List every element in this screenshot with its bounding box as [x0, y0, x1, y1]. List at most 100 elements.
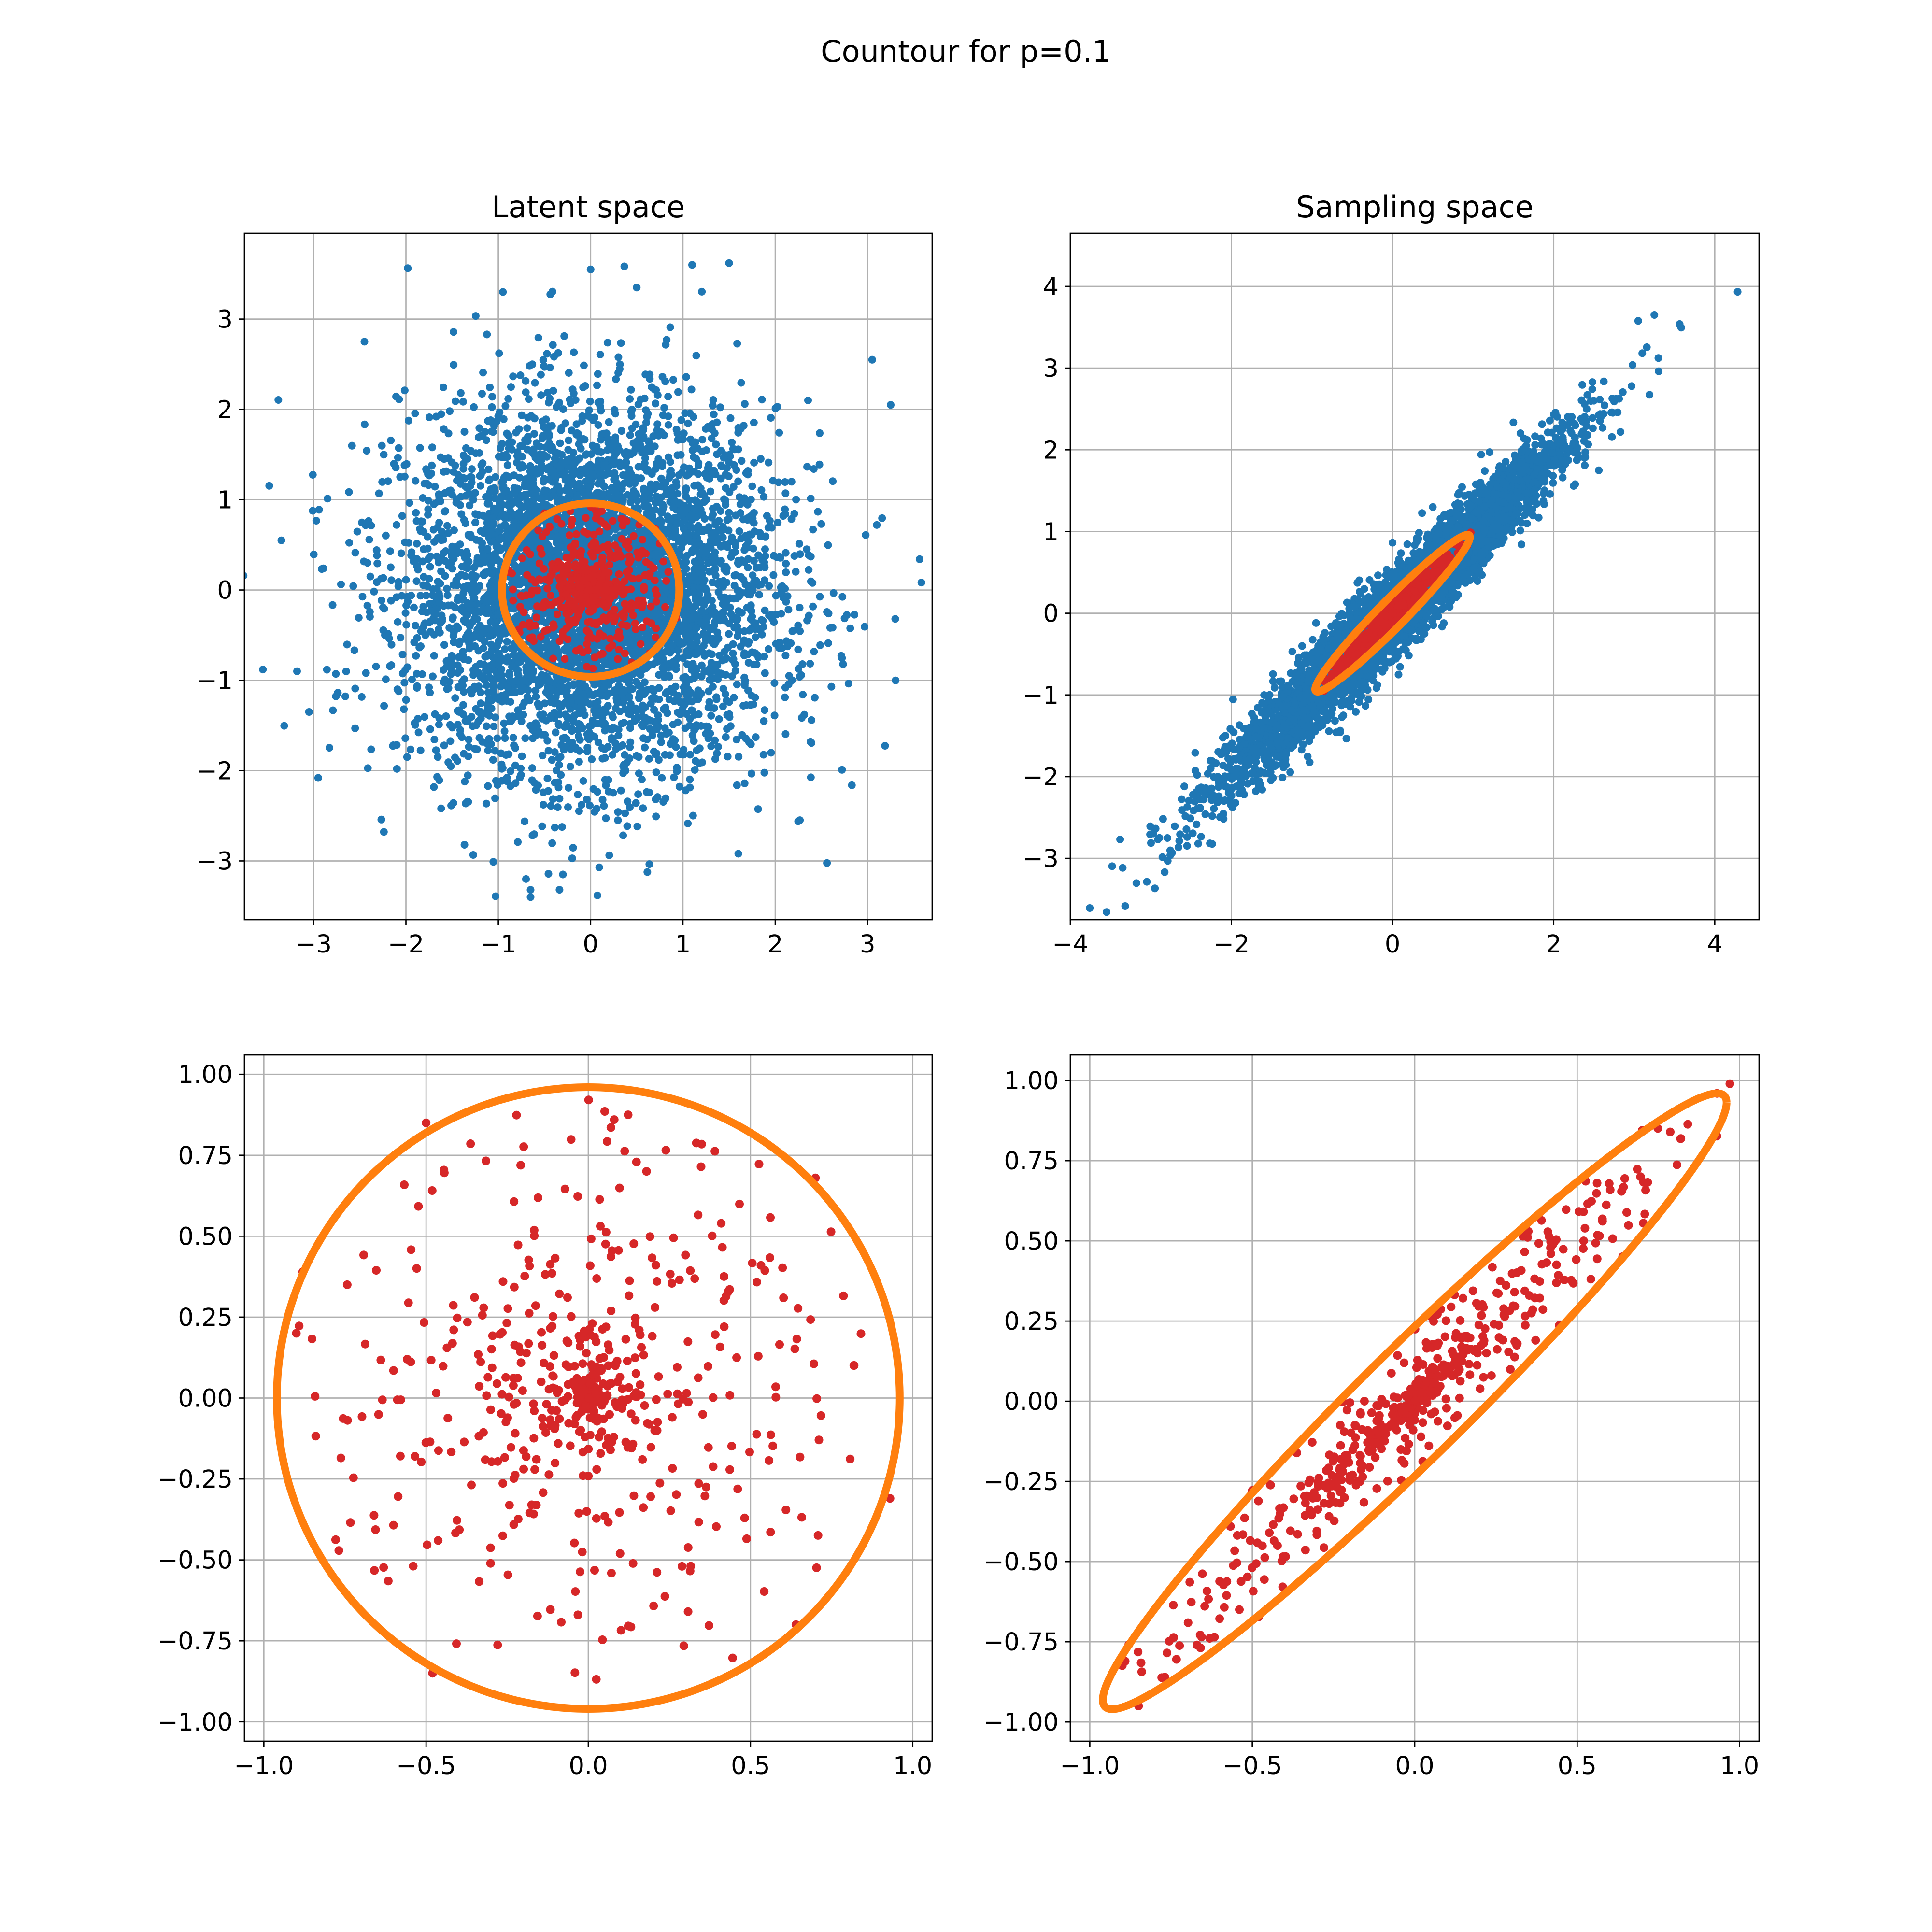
data-point: [829, 589, 838, 597]
data-point: [548, 287, 556, 296]
data-point: [823, 859, 831, 867]
data-point: [624, 797, 632, 806]
data-point: [545, 398, 553, 407]
data-point: [447, 670, 455, 678]
data-point: [571, 396, 580, 404]
data-point: [547, 547, 555, 555]
data-point: [521, 539, 528, 547]
data-point: [590, 470, 597, 479]
data-point: [660, 404, 668, 412]
data-point: [468, 713, 476, 721]
data-point: [395, 578, 403, 586]
data-point: [815, 460, 824, 469]
data-point: [654, 455, 663, 463]
data-point: [804, 397, 812, 404]
data-point: [507, 717, 515, 725]
data-point: [728, 439, 736, 446]
data-point: [808, 739, 816, 747]
data-point: [714, 675, 722, 683]
data-point: [544, 870, 553, 878]
data-point: [796, 627, 804, 635]
data-point: [459, 583, 468, 591]
data-point: [514, 512, 523, 521]
data-point: [568, 468, 576, 476]
data-point: [538, 730, 546, 739]
data-point: [450, 638, 458, 646]
data-point: [451, 397, 459, 405]
data-point: [351, 549, 359, 557]
data-point: [663, 336, 671, 344]
data-point: [705, 523, 713, 531]
data-point: [662, 689, 670, 697]
data-point: [459, 589, 468, 597]
data-point: [446, 737, 455, 745]
data-point: [739, 702, 748, 710]
data-point: [608, 734, 615, 742]
data-point: [726, 603, 734, 611]
data-point: [387, 597, 395, 605]
data-point: [742, 542, 750, 550]
data-point: [447, 762, 455, 770]
data-point: [534, 700, 542, 708]
data-point: [586, 398, 594, 406]
data-point: [341, 692, 349, 700]
data-point: [540, 363, 549, 371]
data-point: [750, 458, 758, 467]
data-point: [734, 559, 742, 567]
data-point: [730, 582, 739, 590]
data-point: [424, 544, 432, 553]
data-point: [491, 794, 499, 802]
data-point: [730, 571, 739, 580]
data-point: [379, 626, 387, 634]
data-point: [528, 726, 537, 734]
data-point: [625, 480, 634, 488]
data-point: [536, 442, 544, 451]
data-point: [730, 595, 738, 603]
data-point: [761, 545, 769, 554]
data-point: [349, 582, 357, 590]
data-point: [652, 795, 660, 803]
data-point: [771, 404, 780, 412]
data-point: [698, 758, 706, 767]
data-point: [692, 602, 699, 610]
data-point: [781, 652, 790, 660]
data-point: [614, 808, 622, 816]
data-point: [387, 436, 395, 444]
data-point: [459, 710, 467, 718]
data-point: [594, 719, 602, 727]
data-point: [328, 601, 337, 609]
data-point: [761, 706, 768, 714]
data-point: [655, 482, 664, 490]
data-point: [448, 491, 456, 499]
data-point: [528, 660, 536, 668]
data-point: [625, 639, 634, 647]
data-point: [708, 597, 716, 605]
data-point: [688, 731, 696, 739]
data-point: [596, 688, 604, 696]
data-point: [440, 741, 448, 750]
data-point: [566, 763, 574, 770]
data-point: [565, 369, 573, 377]
data-point: [401, 734, 410, 742]
data-point: [709, 682, 717, 691]
data-point: [556, 464, 565, 472]
data-point: [637, 441, 644, 450]
data-point: [561, 723, 569, 731]
data-point: [448, 458, 456, 467]
data-point: [402, 576, 410, 584]
data-point: [730, 461, 738, 469]
data-point: [673, 767, 681, 775]
data-point: [674, 388, 682, 396]
data-point: [622, 448, 630, 456]
data-point: [455, 548, 464, 556]
data-point: [722, 470, 730, 479]
data-point: [379, 603, 387, 611]
data-point: [816, 641, 824, 649]
data-point: [318, 565, 326, 573]
data-point: [564, 446, 572, 454]
data-point: [449, 613, 457, 622]
data-point: [479, 511, 487, 520]
data-point: [478, 390, 486, 398]
data-point: [722, 733, 730, 741]
data-point: [421, 713, 428, 721]
